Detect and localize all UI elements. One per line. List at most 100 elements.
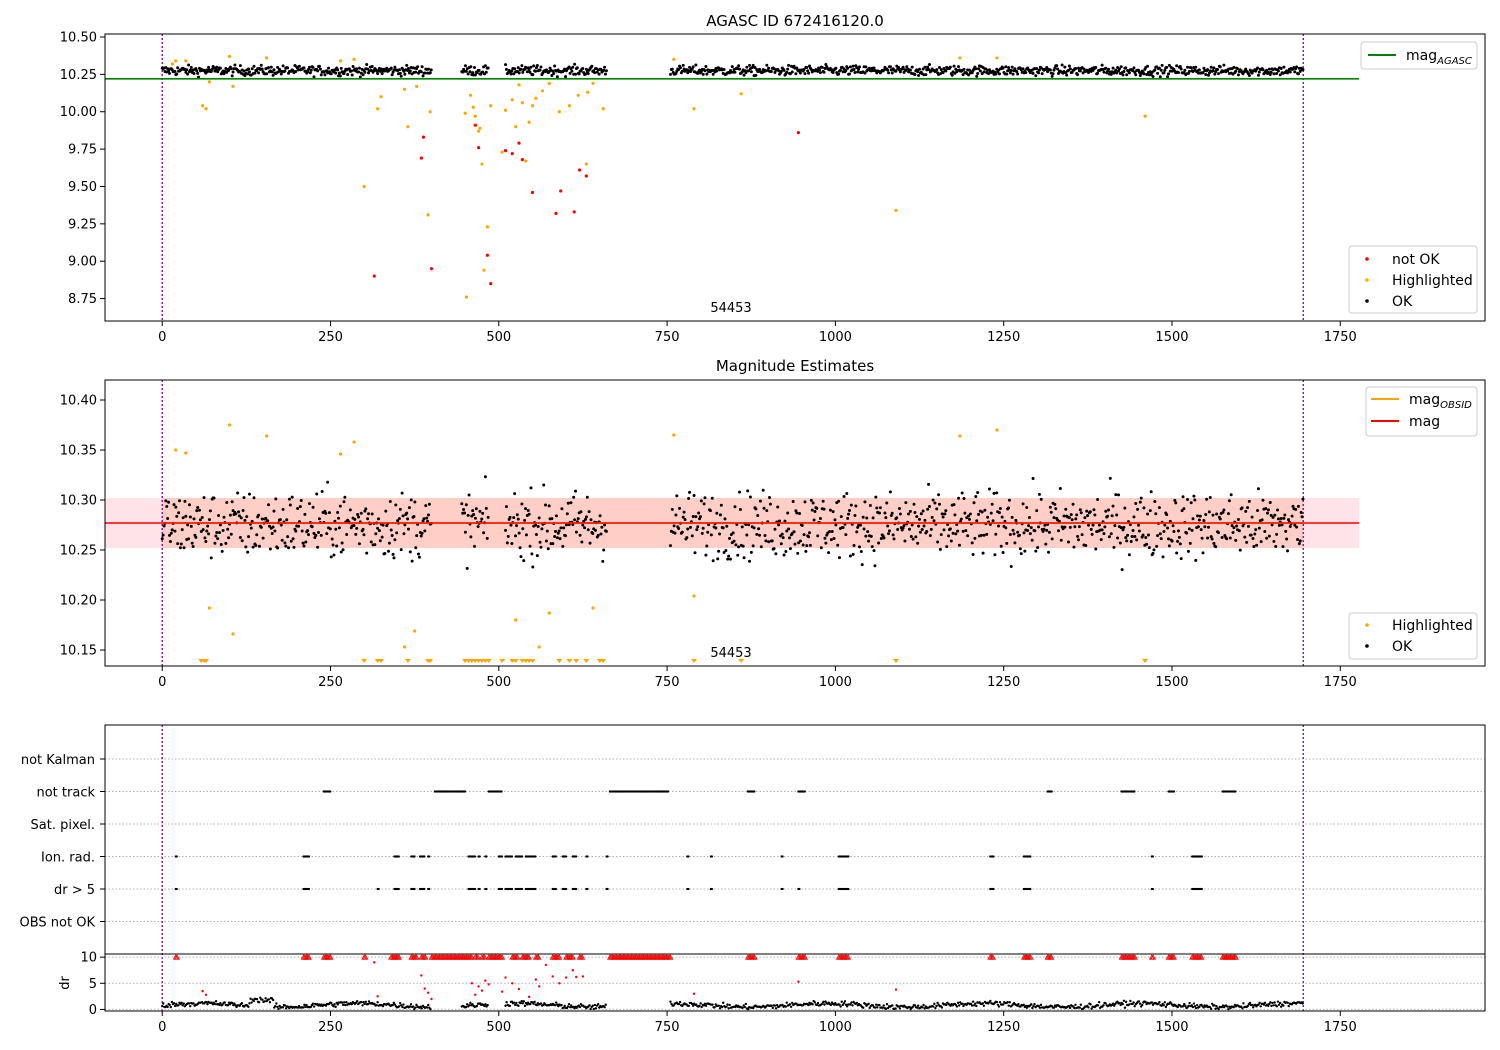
dr-point: [332, 1004, 335, 1008]
ok-point: [1007, 498, 1011, 502]
dr-point: [532, 1002, 535, 1005]
dr-not-ok-point: [430, 997, 433, 1001]
ok-point: [376, 71, 380, 75]
ok-point: [564, 523, 568, 527]
ok-point: [1075, 513, 1079, 517]
ok-point: [385, 66, 389, 70]
ok-point: [1077, 538, 1081, 542]
dr-point: [593, 1003, 597, 1007]
ok-point: [716, 557, 720, 561]
ok-point: [187, 537, 191, 541]
dr-point: [1164, 1005, 1168, 1009]
ok-point: [748, 63, 752, 67]
ok-point: [858, 523, 862, 527]
ok-point: [1272, 539, 1276, 543]
ok-point: [1107, 535, 1111, 539]
ok-point: [237, 69, 241, 73]
ok-point: [179, 542, 183, 546]
ok-point: [195, 509, 199, 513]
ok-point: [768, 502, 772, 506]
ok-point: [803, 500, 807, 504]
ok-point: [865, 516, 869, 520]
highlighted-point: [231, 632, 235, 636]
ok-point: [534, 533, 538, 537]
flag-mark: [564, 855, 568, 858]
ok-point: [837, 556, 841, 560]
ok-point: [1176, 71, 1180, 75]
ok-point: [1291, 504, 1295, 508]
ok-point: [786, 67, 790, 71]
ok-point: [1296, 72, 1300, 76]
ok-point: [596, 533, 600, 537]
highlighted-point: [379, 95, 383, 99]
ok-point: [265, 72, 269, 76]
ok-point: [1226, 512, 1230, 516]
ok-point: [859, 550, 863, 554]
highlighted-point: [485, 225, 489, 229]
ok-point: [742, 556, 746, 560]
dr-point: [304, 1005, 307, 1009]
ok-point: [1261, 68, 1265, 72]
ok-point: [239, 516, 243, 520]
highlighted-point: [468, 93, 473, 97]
dr-point: [539, 1002, 543, 1005]
ok-point: [464, 69, 468, 73]
ok-point: [816, 534, 820, 538]
ok-point: [841, 526, 845, 530]
below-range-marker: [566, 659, 573, 663]
ok-point: [339, 550, 343, 554]
ok-point: [192, 517, 196, 521]
ok-point: [514, 524, 518, 528]
flag-mark: [397, 855, 400, 858]
ok-point: [672, 524, 676, 528]
dr-point: [884, 1007, 888, 1011]
ok-point: [1272, 72, 1276, 76]
dr-point: [181, 1004, 184, 1007]
ok-point: [944, 509, 948, 513]
dr-point: [414, 1006, 417, 1009]
ok-point: [1016, 530, 1020, 534]
ok-point: [188, 68, 192, 72]
ok-point: [927, 62, 931, 66]
ok-point: [977, 67, 981, 71]
dr-point: [469, 1001, 472, 1005]
ok-point: [292, 545, 296, 549]
ok-point: [398, 71, 402, 75]
ok-point: [260, 517, 264, 521]
ok-point: [1293, 523, 1297, 527]
ok-point: [762, 506, 766, 510]
ok-point: [531, 565, 535, 569]
dr-point: [874, 1003, 878, 1006]
ok-point: [1175, 64, 1179, 68]
ok-point: [745, 533, 749, 537]
ok-point: [722, 551, 726, 555]
ok-point: [234, 512, 238, 516]
ok-point: [1247, 74, 1251, 78]
ok-point: [927, 482, 931, 486]
ok-point: [1171, 524, 1175, 528]
ok-point: [923, 65, 927, 69]
below-range-marker: [1142, 659, 1149, 663]
ok-point: [283, 541, 287, 545]
ok-point: [1077, 525, 1081, 529]
ok-point: [967, 73, 971, 77]
dr-point: [483, 1004, 486, 1008]
y-tick-label: 10.20: [60, 594, 97, 609]
dr-point: [589, 1007, 592, 1011]
flag-mark: [710, 887, 714, 891]
ok-point: [165, 504, 169, 508]
ok-point: [1123, 506, 1127, 510]
ok-point: [534, 66, 538, 70]
ok-point: [1132, 515, 1136, 519]
ok-point: [1154, 512, 1158, 516]
ok-point: [481, 511, 485, 515]
ok-point: [818, 517, 822, 521]
ok-point: [276, 546, 280, 550]
dr-point: [722, 1001, 725, 1004]
ok-point: [758, 533, 762, 537]
ok-point: [688, 65, 692, 69]
dr-point: [161, 1004, 164, 1008]
ok-point: [251, 545, 255, 549]
ok-point: [1269, 70, 1273, 74]
dr-point: [1262, 1003, 1266, 1006]
